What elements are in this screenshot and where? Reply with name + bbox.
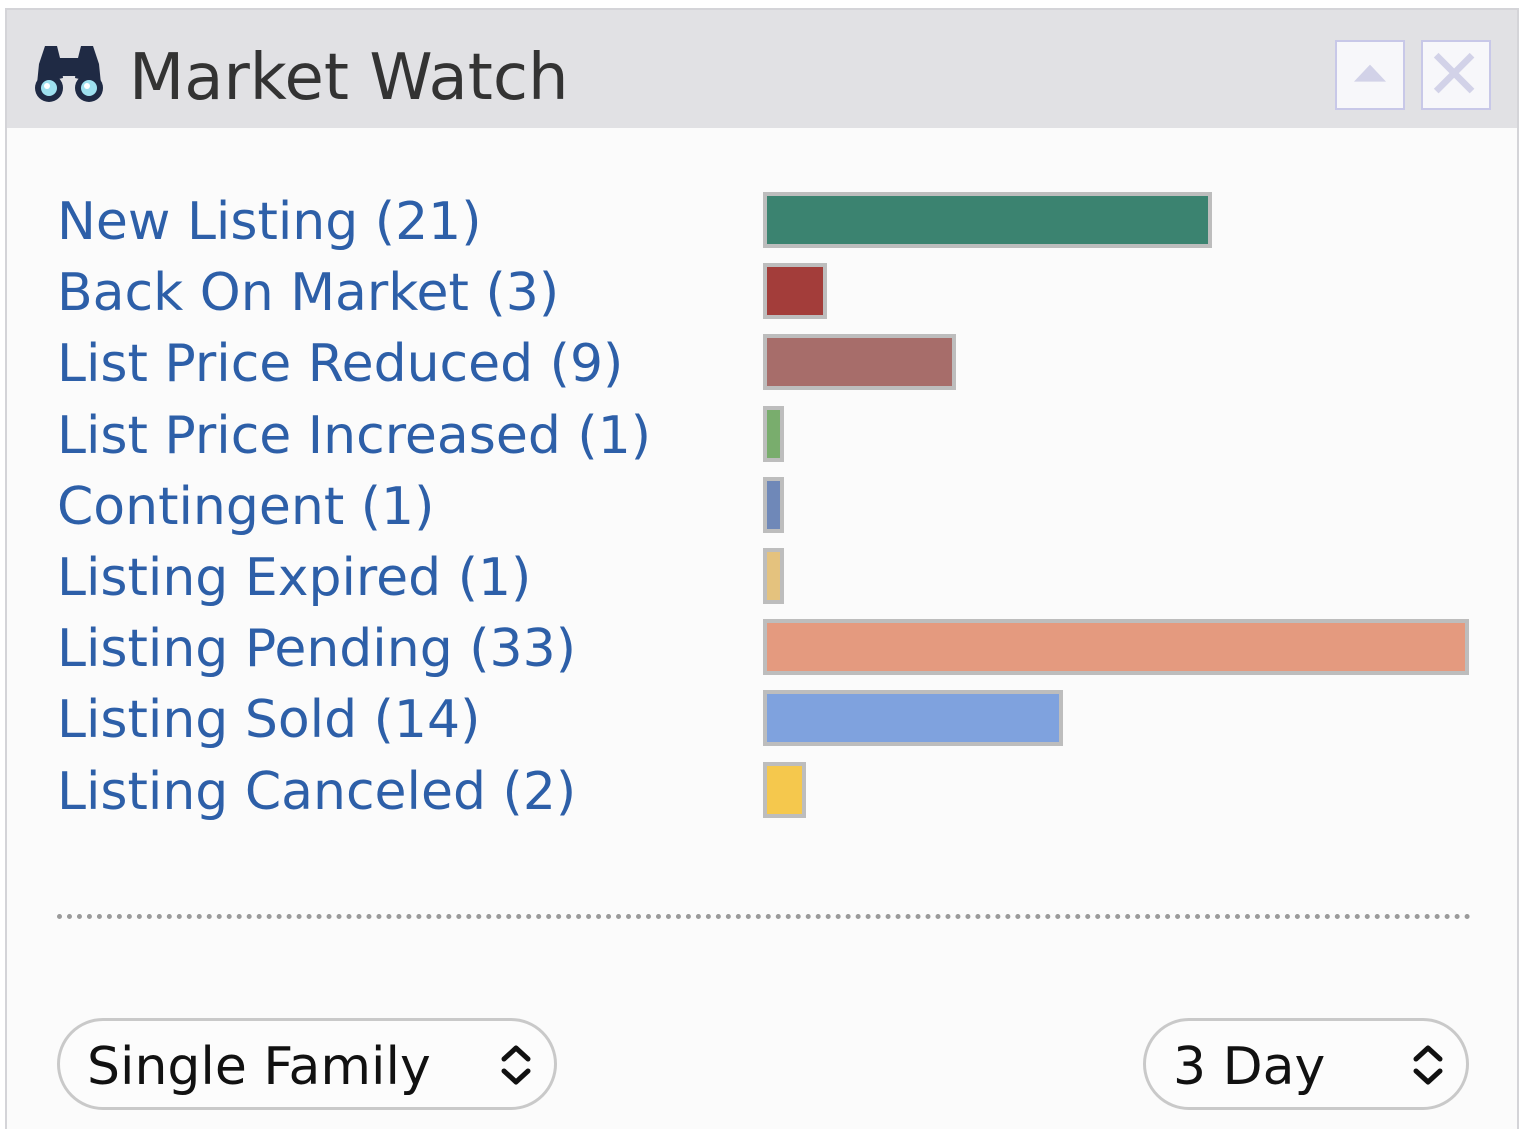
- status-link[interactable]: Listing Pending (33): [57, 619, 576, 680]
- status-link[interactable]: Back On Market (3): [57, 263, 560, 324]
- status-bar[interactable]: [763, 263, 827, 320]
- status-link[interactable]: Contingent (1): [57, 476, 435, 537]
- divider: [57, 914, 1471, 919]
- period-select[interactable]: 3 Day: [1143, 1018, 1469, 1110]
- status-bar[interactable]: [763, 761, 806, 818]
- market-watch-widget: Market Watch New Listing (21) Back On Mar…: [5, 8, 1519, 1129]
- select-arrows-icon: [1413, 1045, 1443, 1085]
- status-bar[interactable]: [763, 476, 784, 533]
- status-bar[interactable]: [763, 619, 1469, 676]
- widget-title: Market Watch: [129, 41, 569, 115]
- status-bar[interactable]: [763, 548, 784, 604]
- widget-header: Market Watch: [7, 10, 1517, 128]
- status-link[interactable]: Listing Sold (14): [57, 690, 481, 751]
- status-link[interactable]: List Price Increased (1): [57, 405, 652, 466]
- property-type-value: Single Family: [87, 1037, 431, 1097]
- select-arrows-icon: [501, 1045, 531, 1085]
- close-icon: [1433, 52, 1475, 94]
- period-value: 3 Day: [1173, 1037, 1326, 1097]
- property-type-select[interactable]: Single Family: [57, 1018, 557, 1110]
- binoculars-icon: [35, 46, 103, 102]
- status-bar[interactable]: [763, 405, 784, 462]
- status-bar[interactable]: [763, 192, 1212, 248]
- collapse-button[interactable]: [1335, 40, 1405, 110]
- close-button[interactable]: [1421, 40, 1491, 110]
- status-link[interactable]: New Listing (21): [57, 192, 482, 252]
- status-bar[interactable]: [763, 690, 1063, 747]
- collapse-icon: [1353, 64, 1387, 82]
- status-link[interactable]: List Price Reduced (9): [57, 334, 624, 395]
- status-link[interactable]: Listing Canceled (2): [57, 761, 577, 822]
- status-link[interactable]: Listing Expired (1): [57, 548, 532, 608]
- status-bar[interactable]: [763, 334, 956, 391]
